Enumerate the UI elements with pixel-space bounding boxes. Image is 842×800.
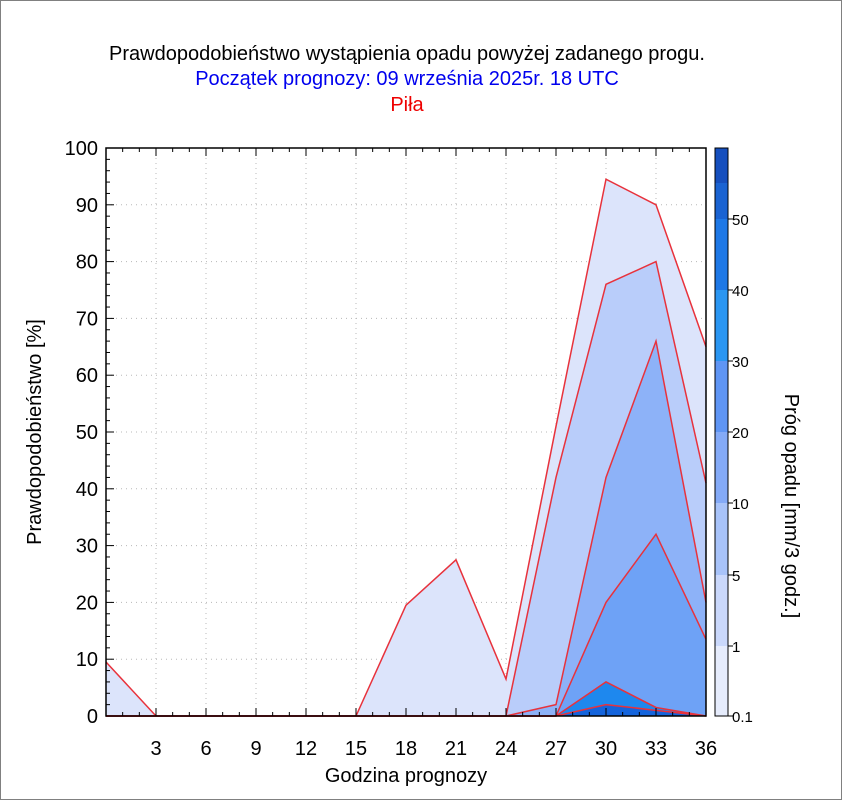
y-tick-label: 50 bbox=[76, 422, 98, 444]
y-tick-label: 70 bbox=[76, 308, 98, 330]
x-tick-label: 36 bbox=[695, 738, 717, 760]
x-tick-label: 12 bbox=[295, 738, 317, 760]
x-tick-label: 15 bbox=[345, 738, 367, 760]
colorbar-label: Próg opadu [mm/3 godz.] bbox=[780, 394, 802, 619]
colorbar-tick-label: 5 bbox=[732, 568, 740, 585]
colorbar-tick-label: 0.1 bbox=[732, 709, 753, 726]
y-tick-label: 0 bbox=[87, 706, 98, 728]
x-tick-label: 30 bbox=[595, 738, 617, 760]
colorbar-segment bbox=[715, 646, 728, 716]
y-tick-label: 30 bbox=[76, 536, 98, 558]
colorbar-segment bbox=[715, 432, 728, 503]
colorbar-segment bbox=[715, 219, 728, 290]
y-axis-label: Prawdopodobieństwo [%] bbox=[24, 319, 46, 545]
area-threshold-10 bbox=[106, 534, 706, 716]
colorbar-segment bbox=[715, 290, 728, 361]
x-tick-label: 9 bbox=[250, 738, 261, 760]
colorbar-segment bbox=[715, 361, 728, 432]
colorbar-legend: 0.1 1 5 10 20 30 40 50 bbox=[714, 147, 753, 726]
colorbar-tick-label: 40 bbox=[732, 283, 749, 300]
colorbar-segment bbox=[715, 575, 728, 646]
x-tick-label: 24 bbox=[495, 738, 517, 760]
x-tick-label: 18 bbox=[395, 738, 417, 760]
y-tick-label: 20 bbox=[76, 592, 98, 614]
colorbar-segment bbox=[715, 503, 728, 575]
y-tick-label: 100 bbox=[65, 138, 98, 160]
y-tick-label: 40 bbox=[76, 479, 98, 501]
area-threshold-1 bbox=[106, 261, 706, 716]
chart-title: Prawdopodobieństwo wystąpienia opadu pow… bbox=[109, 43, 705, 65]
location-subtitle: Piła bbox=[390, 94, 424, 116]
x-tick-label: 6 bbox=[200, 738, 211, 760]
forecast-start-subtitle: Początek prognozy: 09 września 2025r. 18… bbox=[195, 68, 619, 90]
colorbar-tick-label: 50 bbox=[732, 212, 749, 229]
colorbar-tick-label: 10 bbox=[732, 496, 749, 513]
colorbar-segment bbox=[715, 183, 728, 219]
colorbar-tick-label: 30 bbox=[732, 354, 749, 371]
x-tick-label: 27 bbox=[545, 738, 567, 760]
area-threshold-30 bbox=[106, 704, 706, 716]
x-tick-label: 3 bbox=[150, 738, 161, 760]
x-tick-label: 21 bbox=[445, 738, 467, 760]
x-axis-label: Godzina prognozy bbox=[325, 765, 487, 787]
y-tick-label: 60 bbox=[76, 365, 98, 387]
y-tick-label: 90 bbox=[76, 195, 98, 217]
probability-areas bbox=[105, 178, 707, 717]
x-tick-label: 33 bbox=[645, 738, 667, 760]
colorbar-segment bbox=[715, 148, 728, 183]
colorbar-tick-label: 1 bbox=[732, 639, 740, 656]
y-tick-label: 10 bbox=[76, 649, 98, 671]
y-tick-label: 80 bbox=[76, 252, 98, 274]
colorbar-tick-label: 20 bbox=[732, 425, 749, 442]
